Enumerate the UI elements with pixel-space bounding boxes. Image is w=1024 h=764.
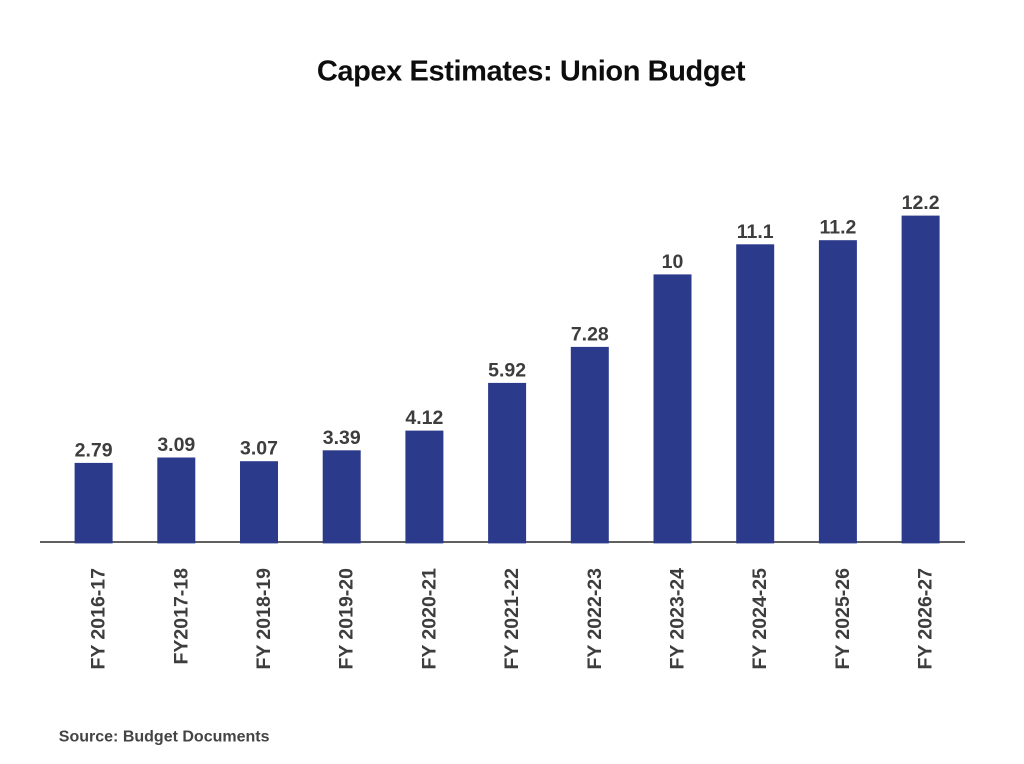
svg-text:FY 2016-17: FY 2016-17 [88, 568, 110, 670]
svg-text:FY 2025-26: FY 2025-26 [832, 568, 854, 670]
svg-text:3.09: 3.09 [157, 434, 195, 456]
svg-text:FY 2019-20: FY 2019-20 [336, 568, 358, 670]
svg-text:FY 2020-21: FY 2020-21 [418, 568, 440, 670]
svg-text:3.39: 3.39 [323, 427, 361, 449]
svg-text:FY 2021-22: FY 2021-22 [501, 568, 523, 670]
svg-text:FY 2024-25: FY 2024-25 [749, 568, 771, 670]
svg-text:11.2: 11.2 [819, 217, 856, 239]
svg-text:7.28: 7.28 [571, 323, 609, 345]
svg-text:2.79: 2.79 [75, 439, 113, 461]
svg-text:3.07: 3.07 [240, 438, 278, 460]
svg-text:Capex Estimates: Union Budget: Capex Estimates: Union Budget [317, 56, 746, 88]
svg-text:Source: Budget Documents: Source: Budget Documents [59, 728, 270, 745]
svg-text:4.12: 4.12 [405, 407, 443, 429]
svg-text:12.2: 12.2 [902, 192, 940, 214]
svg-text:10: 10 [662, 251, 684, 273]
svg-text:11.1: 11.1 [737, 221, 774, 243]
svg-text:5.92: 5.92 [488, 359, 526, 381]
svg-text:FY 2023-24: FY 2023-24 [667, 568, 689, 670]
svg-text:FY2017-18: FY2017-18 [170, 568, 192, 665]
svg-text:FY 2018-19: FY 2018-19 [253, 568, 275, 670]
svg-text:FY 2022-23: FY 2022-23 [584, 568, 606, 670]
svg-text:FY 2026-27: FY 2026-27 [915, 568, 937, 670]
